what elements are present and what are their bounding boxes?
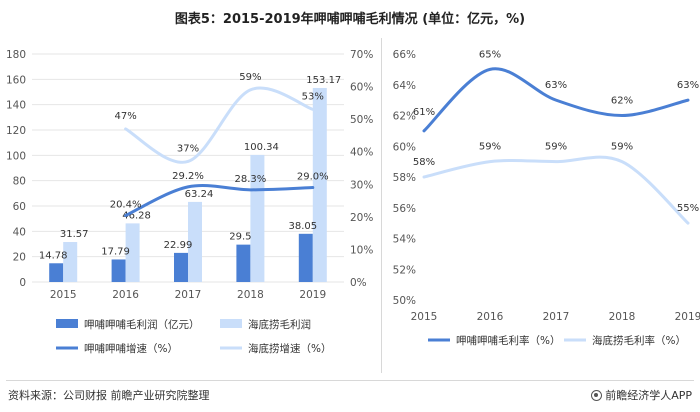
line-data-label: 63% (677, 80, 699, 91)
legend-label: 海底捞毛利率（%） (592, 334, 686, 347)
bar-data-label: 38.05 (288, 221, 317, 232)
left-y-tick-label: 120 (6, 125, 26, 137)
y-tick-label: 50% (393, 295, 416, 307)
x-tick-label: 2019 (675, 311, 700, 323)
x-tick-label: 2018 (609, 311, 636, 323)
left-y-tick-label: 60 (13, 201, 26, 213)
legend-swatch (56, 319, 78, 328)
line-data-label: 55% (677, 203, 699, 214)
brand-label: 前瞻经济学人APP (591, 387, 692, 403)
line-data-label: 29.0% (297, 172, 329, 183)
series-line (124, 86, 315, 164)
line-data-label: 59% (479, 142, 501, 153)
line-data-label: 20.4% (110, 200, 142, 211)
right-y-tick-label: 50% (350, 114, 373, 126)
left-y-tick-label: 180 (6, 49, 26, 61)
bar-data-label: 22.99 (164, 240, 193, 251)
bar (188, 201, 202, 282)
y-tick-label: 60% (393, 141, 416, 153)
x-tick-label: 2017 (543, 311, 570, 323)
bar (49, 263, 64, 282)
bar-data-label: 14.78 (39, 250, 68, 261)
x-tick-label: 2018 (237, 289, 264, 301)
left-y-tick-label: 140 (6, 100, 26, 112)
y-tick-label: 64% (393, 80, 416, 92)
right-y-tick-label: 10% (350, 244, 373, 256)
right-line-chart: 50% 52% 54% 56% 58% 60% 62% 64% 66% 2015 2016 2017 2… (393, 49, 700, 347)
bar (125, 223, 140, 282)
line-data-label: 59% (545, 142, 567, 153)
right-y-tick-label: 30% (350, 179, 373, 191)
legend-swatch (220, 319, 242, 328)
x-tick-label: 2017 (175, 289, 202, 301)
line-data-label: 62% (611, 96, 633, 107)
x-tick-label: 2019 (299, 289, 326, 301)
line-data-label: 29.2% (172, 171, 204, 182)
series-line (422, 155, 690, 225)
left-y-tick-label: 80 (13, 176, 26, 188)
bar (312, 87, 327, 282)
bar-data-label: 17.79 (101, 246, 130, 257)
left-y-tick-label: 100 (6, 150, 26, 162)
bar (298, 233, 313, 282)
left-y-tick-label: 20 (13, 252, 26, 264)
bar (174, 252, 188, 282)
x-tick-label: 2015 (50, 289, 77, 301)
legend-label: 呷哺呷哺增速（%） (84, 342, 178, 355)
source-note: 资料来源：公司财报 前瞻产业研究院整理 (8, 389, 210, 402)
bar (250, 154, 265, 282)
line-data-label: 37% (177, 143, 199, 154)
y-tick-label: 58% (393, 172, 416, 184)
x-tick-label: 2016 (477, 311, 504, 323)
line-data-label: 28.3% (235, 174, 267, 185)
bar-data-label: 100.34 (244, 142, 279, 153)
legend-label: 呷哺呷哺毛利润（亿元） (84, 318, 200, 331)
y-tick-label: 54% (393, 234, 416, 246)
y-tick-label: 66% (393, 49, 416, 61)
line-data-label: 63% (545, 80, 567, 91)
line-data-label: 53% (302, 91, 324, 102)
bar (111, 259, 126, 282)
bar-data-label: 29.5 (229, 232, 251, 243)
brand-text: 前瞻经济学人APP (605, 389, 692, 402)
chart-divider (381, 38, 382, 373)
left-y-tick-label: 160 (6, 74, 26, 86)
bar-data-label: 153.17 (306, 75, 341, 86)
series-line (422, 67, 690, 133)
brand-logo-icon (591, 390, 603, 401)
y-tick-label: 62% (393, 111, 416, 123)
right-y-tick-label: 40% (350, 147, 373, 159)
line-data-label: 65% (479, 49, 501, 60)
line-data-label: 59% (239, 72, 261, 83)
legend-label: 海底捞毛利润 (248, 318, 311, 331)
y-tick-label: 56% (393, 203, 416, 215)
line-data-label: 58% (413, 157, 435, 168)
bar-data-label: 31.57 (60, 229, 89, 240)
footer-divider (6, 380, 694, 381)
right-y-tick-label: 70% (350, 49, 373, 61)
line-data-label: 61% (413, 107, 435, 118)
x-tick-label: 2016 (112, 289, 139, 301)
right-y-tick-label: 20% (350, 212, 373, 224)
x-tick-label: 2015 (411, 311, 438, 323)
legend-label: 海底捞增速（%） (248, 342, 331, 355)
bar (236, 244, 251, 282)
legend-label: 呷哺呷哺毛利率（%） (456, 334, 560, 347)
left-combo-chart: 0 20 40 60 80 100 120 140 160 180 0% 10% 20% 30% 40% 50… (6, 49, 373, 355)
right-y-tick-label: 0% (350, 277, 367, 289)
left-y-tick-label: 40 (13, 226, 26, 238)
line-data-label: 47% (114, 111, 136, 122)
line-data-label: 59% (611, 142, 633, 153)
bar-data-label: 63.24 (185, 189, 214, 200)
right-y-tick-label: 60% (350, 82, 373, 94)
bar-data-label: 46.28 (122, 210, 151, 221)
series-line (124, 184, 315, 218)
y-tick-label: 52% (393, 264, 416, 276)
bar (63, 242, 78, 282)
left-y-tick-label: 0 (19, 277, 26, 289)
chart-title: 图表5：2015-2019年呷哺呷哺毛利情况 (单位：亿元，%) (174, 12, 526, 27)
